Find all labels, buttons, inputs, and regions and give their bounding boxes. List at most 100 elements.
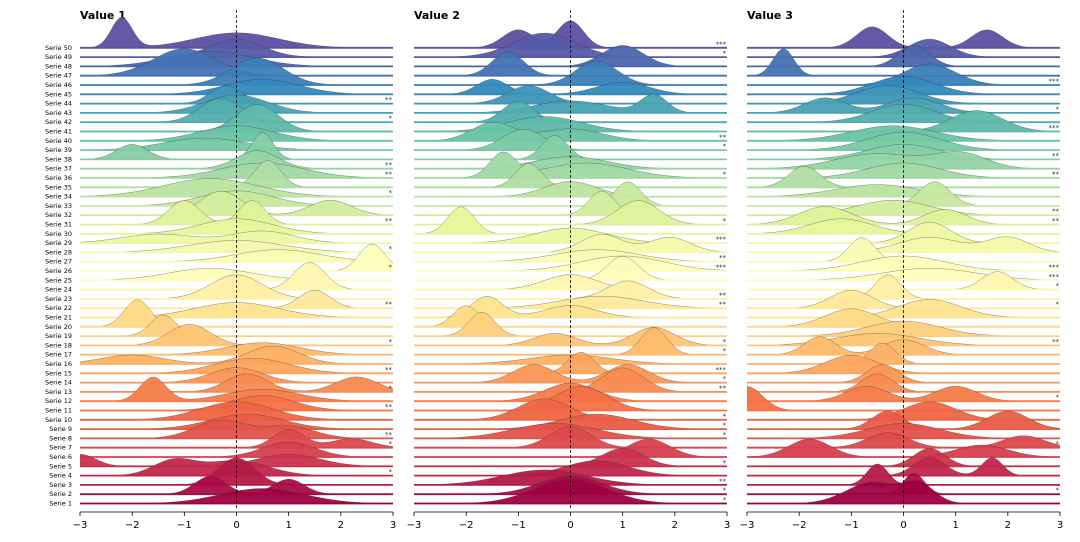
significance-marker: ** [1052, 171, 1060, 179]
x-tick-label: −1 [177, 520, 192, 531]
ridge-area-serie-39 [80, 138, 393, 151]
ridge-area-serie-36 [414, 151, 727, 178]
significance-marker: * [723, 459, 727, 467]
x-tick-label: 2 [1005, 520, 1011, 531]
ridge-area-serie-37 [80, 150, 393, 169]
ridge-area-serie-4 [747, 457, 1060, 476]
ridge-area-serie-35 [747, 166, 1060, 188]
ridge-area-serie-38 [80, 132, 393, 160]
significance-marker: * [389, 189, 393, 197]
x-tick-label: 3 [724, 520, 730, 531]
ridge-area-serie-13 [414, 367, 727, 392]
panel-title: Value 2 [414, 9, 460, 22]
panel-title: Value 1 [80, 9, 126, 22]
series-label: Serie 17 [45, 351, 72, 359]
series-label: Serie 19 [45, 332, 72, 340]
ridge-area-serie-40 [80, 125, 393, 141]
series-label: Serie 44 [45, 100, 72, 108]
ridge-area-serie-24 [80, 262, 393, 290]
significance-marker: ** [1052, 152, 1060, 160]
significance-marker: * [389, 338, 393, 346]
ridge-area-serie-41 [80, 104, 393, 132]
series-label: Serie 13 [45, 388, 72, 396]
significance-marker: ** [1052, 338, 1060, 346]
significance-marker: ** [719, 301, 727, 309]
x-tick-label: −2 [125, 520, 140, 531]
series-label: Serie 40 [45, 137, 72, 145]
x-tick-label: −3 [407, 520, 422, 531]
ridge-area-serie-6 [80, 442, 393, 457]
ridge-area-serie-7 [80, 429, 393, 448]
ridge-area-serie-19 [414, 312, 727, 337]
ridge-area-serie-43 [414, 94, 727, 113]
significance-marker: * [723, 347, 727, 355]
significance-marker: *** [716, 236, 727, 244]
significance-marker: ** [385, 161, 393, 169]
significance-marker: * [389, 440, 393, 448]
series-label: Serie 31 [45, 221, 72, 229]
ridge-area-serie-24 [747, 271, 1060, 290]
series-label: Serie 12 [45, 397, 72, 405]
series-label: Serie 23 [45, 295, 72, 303]
ridge-area-serie-10 [414, 398, 727, 420]
significance-marker: ** [385, 171, 393, 179]
series-label: Serie 16 [45, 360, 72, 368]
series-label: Serie 46 [45, 81, 72, 89]
series-label: Serie 1 [49, 500, 72, 508]
significance-marker: * [389, 264, 393, 272]
x-tick-label: 3 [390, 520, 396, 531]
x-tick-label: 2 [338, 520, 344, 531]
x-tick-label: 2 [672, 520, 678, 531]
series-label: Serie 50 [45, 44, 72, 52]
panel-1: Value 1************************−3 −2 −1 0 1 2… [73, 9, 397, 531]
significance-marker: * [723, 412, 727, 420]
x-tick-label: 1 [952, 520, 958, 531]
series-label: Serie 4 [49, 472, 72, 480]
ridge-area-serie-12 [80, 377, 393, 402]
series-label: Serie 8 [49, 434, 72, 442]
ridge-area-serie-42 [747, 104, 1060, 123]
ridge-area-serie-47 [80, 48, 393, 76]
panel-title: Value 3 [747, 9, 793, 22]
significance-marker: ** [1052, 208, 1060, 216]
x-tick-label: −2 [459, 520, 474, 531]
significance-marker: ** [719, 384, 727, 392]
significance-marker: ** [385, 366, 393, 374]
ridge-area-serie-31 [414, 200, 727, 225]
series-label: Serie 42 [45, 118, 72, 126]
ridge-area-serie-26 [80, 244, 393, 271]
significance-marker: ** [385, 96, 393, 104]
ridge-area-serie-46 [747, 64, 1060, 85]
ridge-area-serie-4 [414, 460, 727, 476]
significance-marker: * [723, 375, 727, 383]
series-label: Serie 33 [45, 202, 72, 210]
x-tick-label: 0 [233, 520, 239, 531]
series-label: Serie 47 [45, 72, 72, 80]
significance-marker: * [1056, 487, 1060, 495]
ridge-area-serie-6 [414, 439, 727, 457]
significance-marker: *** [1049, 273, 1060, 281]
series-label: Serie 25 [45, 276, 72, 284]
ridge-area-serie-45 [414, 79, 727, 95]
series-label: Serie 14 [45, 379, 72, 387]
significance-marker: ** [1052, 217, 1060, 225]
series-label: Serie 34 [45, 193, 72, 201]
x-tick-label: −3 [73, 520, 88, 531]
series-label: Serie 2 [49, 490, 72, 498]
ridge-area-serie-22 [80, 290, 393, 309]
significance-marker: *** [1049, 264, 1060, 272]
x-tick-label: −2 [792, 520, 807, 531]
ridge-area-serie-20 [747, 308, 1060, 327]
significance-marker: * [723, 50, 727, 58]
ridge-area-serie-13 [747, 373, 1060, 392]
ridge-area-serie-32 [80, 191, 393, 216]
ridge-area-serie-25 [747, 268, 1060, 281]
series-label: Serie 27 [45, 258, 72, 266]
series-label: Serie 15 [45, 369, 72, 377]
x-tick-label: 3 [1057, 520, 1063, 531]
significance-marker: ** [719, 477, 727, 485]
ridge-area-serie-23 [747, 274, 1060, 299]
significance-marker: ** [719, 291, 727, 299]
significance-marker: * [723, 338, 727, 346]
